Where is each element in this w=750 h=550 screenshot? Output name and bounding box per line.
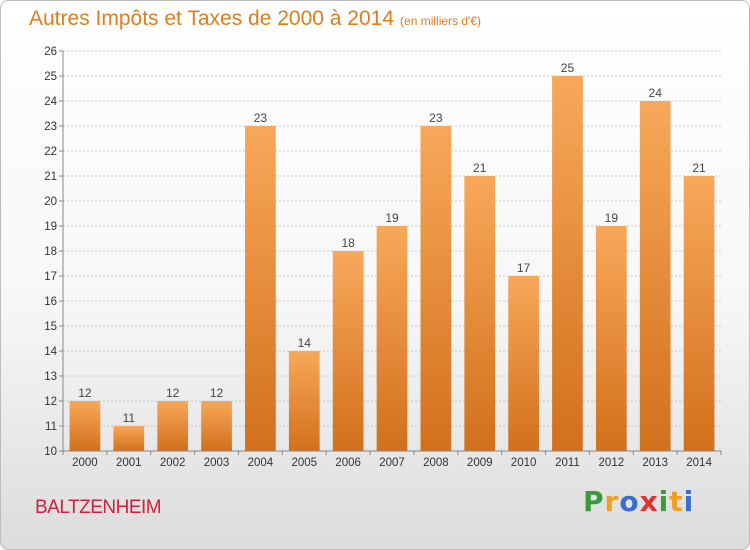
x-tick-label: 2010 <box>511 457 537 469</box>
y-tick-label: 19 <box>44 221 57 233</box>
bar-value-label: 19 <box>605 211 619 225</box>
bar <box>113 426 145 451</box>
bar-value-label: 19 <box>385 211 399 225</box>
chart-title-unit: (en milliers d'€) <box>400 14 482 28</box>
bar-value-label: 23 <box>429 111 443 125</box>
x-tick-label: 2002 <box>160 457 186 469</box>
logo-letter: x <box>639 485 659 518</box>
x-tick-label: 2005 <box>291 457 317 469</box>
bar <box>683 176 715 451</box>
bar <box>245 126 276 451</box>
bar-value-label: 25 <box>561 61 575 75</box>
y-tick-label: 17 <box>44 271 57 283</box>
proxiti-logo: Proxiti <box>583 485 694 518</box>
bar-value-label: 11 <box>123 411 136 425</box>
bar <box>288 351 320 451</box>
y-tick-label: 25 <box>44 71 57 83</box>
y-tick-label: 26 <box>44 46 57 58</box>
x-tick-label: 2004 <box>248 457 274 469</box>
bar-value-label: 24 <box>649 86 663 100</box>
y-tick-label: 20 <box>44 196 57 208</box>
chart-title: Autres Impôts et Taxes de 2000 à 2014 (en… <box>29 7 481 31</box>
y-tick-label: 15 <box>44 321 57 333</box>
bar <box>595 226 627 451</box>
bar-value-label: 14 <box>298 336 312 350</box>
place-name: BALTZENHEIM <box>35 497 162 518</box>
bar-value-label: 18 <box>341 236 355 250</box>
x-tick-label: 2013 <box>642 457 668 469</box>
x-tick-label: 2007 <box>379 457 405 469</box>
y-tick-label: 12 <box>44 396 57 408</box>
y-tick-label: 13 <box>44 371 57 383</box>
bars: 12 11 12 12 23 14 18 19 23 21 17 25 19 24 21 <box>69 61 715 451</box>
bar-value-label: 12 <box>210 386 224 400</box>
logo-letter: i <box>658 485 670 518</box>
bar <box>201 401 232 451</box>
y-tick-label: 10 <box>44 446 57 458</box>
y-tick-label: 21 <box>44 171 57 183</box>
bar-value-label: 21 <box>692 161 706 175</box>
bar <box>69 401 101 451</box>
x-tick-label: 2011 <box>555 457 580 469</box>
logo-letter: t <box>669 485 684 518</box>
bar <box>639 101 671 451</box>
logo-letter: o <box>619 485 640 518</box>
y-axis: 10 11 12 13 14 15 16 17 18 19 20 21 22 23 24 25 26 <box>44 46 64 458</box>
x-tick-label: 2000 <box>72 457 98 469</box>
x-tick-label: 2012 <box>599 457 625 469</box>
bar <box>376 226 408 451</box>
x-tick-label: 2009 <box>467 457 493 469</box>
y-tick-label: 16 <box>44 296 57 308</box>
bar <box>420 126 452 451</box>
x-tick-label: 2006 <box>335 457 361 469</box>
x-tick-label: 2008 <box>423 457 449 469</box>
bar <box>332 251 364 451</box>
y-tick-label: 22 <box>44 146 57 158</box>
x-tick-label: 2003 <box>204 457 230 469</box>
bar <box>157 401 189 451</box>
x-tick-label: 2001 <box>116 457 142 469</box>
bar <box>464 176 496 451</box>
y-tick-label: 18 <box>44 246 57 258</box>
logo-letter: P <box>583 485 605 518</box>
logo-letter: r <box>604 485 620 518</box>
y-tick-label: 23 <box>44 121 57 133</box>
y-tick-label: 11 <box>45 421 57 433</box>
bar <box>508 276 539 451</box>
logo-letter: i <box>683 485 695 518</box>
bar <box>552 76 583 451</box>
x-axis: 2000 2001 2002 2003 2004 2005 2006 2007 2008 2009… <box>62 450 722 469</box>
x-tick-label: 2014 <box>686 457 712 469</box>
bar-value-label: 12 <box>78 386 92 400</box>
bar-value-label: 23 <box>254 111 268 125</box>
bar-value-label: 12 <box>166 386 180 400</box>
bar-value-label: 17 <box>517 261 531 275</box>
bar-value-label: 21 <box>473 161 487 175</box>
y-tick-label: 24 <box>44 96 57 108</box>
y-tick-label: 14 <box>44 346 57 358</box>
chart-title-text: Autres Impôts et Taxes de 2000 à 2014 <box>29 7 395 30</box>
